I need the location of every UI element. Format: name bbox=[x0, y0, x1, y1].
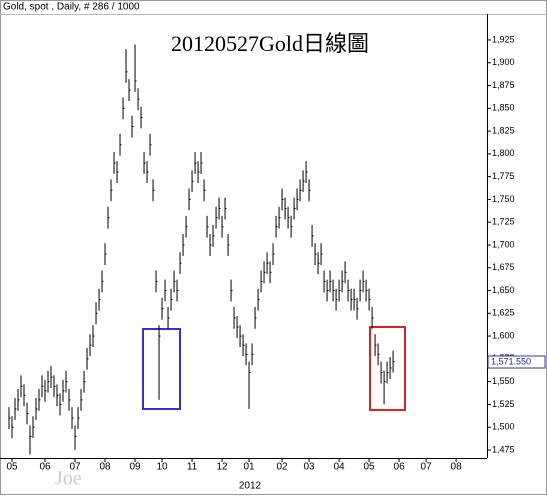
y-tick-label: 1,850 bbox=[492, 103, 515, 113]
last-price-box bbox=[487, 355, 546, 369]
y-tick-label: 1,875 bbox=[492, 80, 515, 90]
x-tick-label: 11 bbox=[187, 462, 198, 473]
x-tick-label: 06 bbox=[394, 462, 406, 473]
y-tick-label: 1,775 bbox=[492, 171, 515, 181]
x-tick-label: 07 bbox=[69, 462, 81, 473]
header: Gold, spot , Daily, # 286 / 1000 bbox=[3, 2, 140, 13]
x-tick-label: 09 bbox=[129, 462, 141, 473]
x-tick-label: 05 bbox=[6, 462, 18, 473]
y-tick-label: 1,650 bbox=[492, 285, 515, 295]
y-tick-label: 1,925 bbox=[492, 34, 515, 44]
highlight-box bbox=[369, 326, 406, 411]
watermark: Joe bbox=[55, 468, 82, 490]
y-tick-label: 1,750 bbox=[492, 194, 515, 204]
x-tick-label: 03 bbox=[304, 462, 316, 473]
y-tick-label: 1,900 bbox=[492, 57, 515, 67]
x-tick-label: 10 bbox=[156, 462, 168, 473]
x-title: 2012 bbox=[239, 481, 262, 492]
x-tick-label: 07 bbox=[421, 462, 433, 473]
x-tick-label: 02 bbox=[276, 462, 288, 473]
y-tick-label: 1,675 bbox=[492, 262, 515, 272]
x-tick-label: 05 bbox=[364, 462, 376, 473]
x-tick-label: 08 bbox=[99, 462, 111, 473]
x-tick-label: 04 bbox=[334, 462, 346, 473]
x-tick-label: 06 bbox=[39, 462, 51, 473]
y-tick-label: 1,500 bbox=[492, 422, 515, 432]
highlight-box bbox=[142, 328, 181, 410]
y-tick-label: 1,725 bbox=[492, 217, 515, 227]
y-tick-label: 1,475 bbox=[492, 444, 515, 454]
y-tick-label: 1,700 bbox=[492, 239, 515, 249]
y-tick-label: 1,825 bbox=[492, 125, 515, 135]
x-tick-label: 08 bbox=[451, 462, 463, 473]
x-tick-label: 01 bbox=[243, 462, 255, 473]
last-price-label: 1,571.550 bbox=[491, 356, 531, 366]
x-tick-label: 12 bbox=[216, 462, 228, 473]
y-tick-label: 1,550 bbox=[492, 376, 515, 386]
chart-title: 20120527Gold日線圖 bbox=[171, 31, 369, 56]
y-tick-label: 1,625 bbox=[492, 308, 515, 318]
y-tick-label: 1,600 bbox=[492, 330, 515, 340]
y-tick-label: 1,525 bbox=[492, 399, 515, 409]
y-tick-label: 1,800 bbox=[492, 148, 515, 158]
